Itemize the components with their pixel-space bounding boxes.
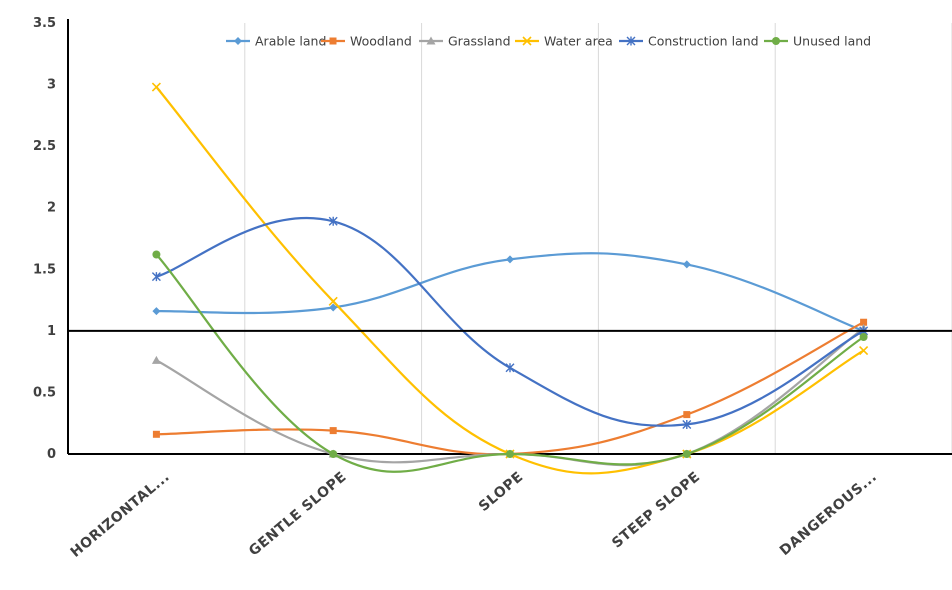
data-point	[329, 37, 337, 45]
data-point	[626, 36, 636, 46]
data-point	[329, 303, 338, 312]
legend-label: Water area	[544, 34, 613, 49]
data-point	[859, 333, 868, 342]
data-point	[506, 450, 514, 458]
legend-label: Woodland	[350, 34, 412, 49]
data-point	[683, 411, 691, 419]
legend-label: Construction land	[648, 34, 759, 49]
data-point	[682, 450, 691, 458]
data-point	[234, 37, 242, 45]
y-tick-label: 3	[47, 78, 56, 93]
data-point	[328, 216, 338, 226]
data-point	[682, 419, 692, 429]
y-tick-label: 2.5	[33, 139, 56, 154]
y-tick-label: 0.5	[33, 385, 56, 400]
y-axis-tick-labels: 0 0.5 1 1.5 2 2.5 3 3.5	[33, 16, 56, 462]
data-point	[151, 272, 161, 282]
legend-entry: Construction land	[619, 34, 759, 49]
legend-entry: Arable land	[226, 34, 326, 49]
legend-label: Unused land	[793, 34, 871, 49]
data-point	[151, 82, 161, 92]
data-point	[860, 318, 868, 326]
series-lines	[68, 82, 952, 475]
series-line	[155, 86, 865, 475]
y-tick-label: 2	[47, 201, 56, 216]
data-point	[329, 427, 337, 435]
legend-label: Grassland	[448, 34, 511, 49]
data-point	[426, 36, 436, 45]
data-point	[506, 255, 514, 264]
legend-entry: Water area	[515, 34, 613, 49]
data-point	[505, 363, 515, 373]
legend-label: Arable land	[255, 34, 326, 49]
y-tick-label: 1	[47, 324, 56, 339]
data-point	[522, 36, 532, 46]
gridlines	[244, 23, 952, 454]
data-point	[859, 345, 869, 356]
data-point	[152, 250, 161, 259]
data-point	[328, 296, 338, 306]
data-point	[152, 307, 161, 316]
y-tick-label: 3.5	[33, 16, 56, 31]
data-point	[329, 450, 338, 458]
y-tick-label: 0	[47, 447, 56, 462]
data-point	[772, 37, 780, 45]
y-tick-label: 1.5	[33, 262, 56, 277]
data-point	[682, 260, 691, 269]
series-unused-land	[152, 250, 868, 473]
data-point	[151, 355, 161, 364]
data-point	[152, 430, 160, 438]
legend: Arable land Woodland Grassland Water area Co…	[226, 34, 871, 49]
legend-entry: Woodland	[321, 34, 412, 49]
legend-entry: Grassland	[419, 34, 511, 49]
legend-entry: Unused land	[764, 34, 871, 49]
series-line	[155, 253, 865, 473]
